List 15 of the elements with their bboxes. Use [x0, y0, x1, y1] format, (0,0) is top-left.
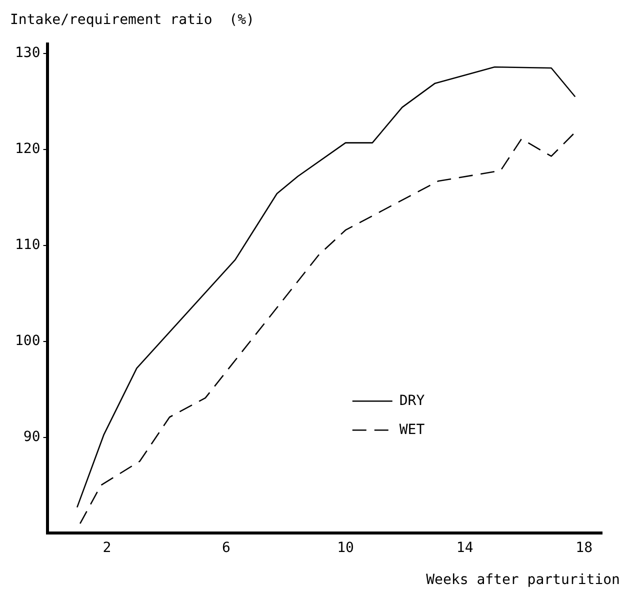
- y-tick-label: 120: [14, 141, 40, 158]
- legend-label: DRY: [399, 392, 426, 409]
- x-tick-label: 18: [576, 540, 593, 556]
- line-series: [79, 132, 576, 524]
- legend-label: WET: [399, 422, 426, 438]
- y-tick-label: 90: [23, 428, 40, 445]
- x-tick-label: 10: [337, 540, 354, 556]
- y-tick-label: 110: [14, 237, 40, 254]
- y-tick-label: 130: [14, 45, 40, 62]
- y-tick-label: 100: [14, 332, 40, 349]
- x-tick-label: 2: [102, 540, 112, 556]
- x-axis-title: Weeks after parturition: [426, 572, 620, 588]
- x-tick-label: 6: [222, 540, 230, 556]
- y-axis-title: Intake/requirement ratio (%): [10, 12, 254, 28]
- x-tick-label: 14: [456, 540, 474, 556]
